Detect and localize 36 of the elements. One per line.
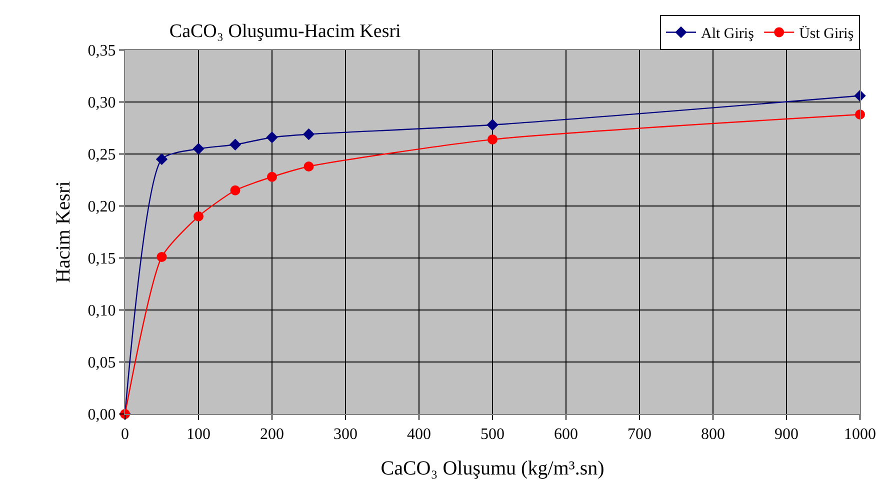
point <box>266 132 278 144</box>
legend-label: Alt Giriş <box>701 26 754 42</box>
point <box>156 252 167 262</box>
y-tick-label: 0,20 <box>88 198 116 216</box>
x-tick-label: 900 <box>774 426 798 444</box>
y-tick-label: 0,15 <box>88 250 116 268</box>
point <box>302 128 315 140</box>
x-tick-label: 1000 <box>844 426 876 444</box>
x-axis-title: CaCO₃ Oluşumu (kg/m³.sn) <box>380 458 604 480</box>
point <box>304 161 314 172</box>
point <box>229 138 242 150</box>
point <box>267 172 277 182</box>
y-tick-label: 0,10 <box>88 302 116 320</box>
point <box>192 142 204 155</box>
point <box>156 153 168 166</box>
x-tick-label: 500 <box>480 426 504 444</box>
x-tick-label: 300 <box>334 426 358 444</box>
y-tick-label: 0,00 <box>88 406 116 424</box>
y-axis-title: Hacim Kesri <box>52 180 74 283</box>
x-tick-label: 200 <box>260 426 284 444</box>
y-tick-label: 0,25 <box>88 146 116 164</box>
point <box>230 185 240 196</box>
x-tick-label: 100 <box>186 426 210 444</box>
x-tick-label: 400 <box>407 426 431 444</box>
y-tick-label: 0,05 <box>88 354 116 372</box>
point <box>194 211 204 222</box>
x-tick-label: 0 <box>121 426 129 444</box>
y-tick-label: 0,30 <box>88 94 116 112</box>
x-tick-label: 800 <box>701 426 725 444</box>
x-tick-label: 600 <box>554 426 578 444</box>
point <box>486 119 498 131</box>
chart-title: CaCO₃ Oluşumu-Hacim Kesri <box>169 20 401 42</box>
point <box>488 134 498 144</box>
y-tick-label: 0,35 <box>88 42 116 60</box>
x-tick-label: 700 <box>628 426 652 444</box>
legend-label: Üst Giriş <box>799 25 854 42</box>
